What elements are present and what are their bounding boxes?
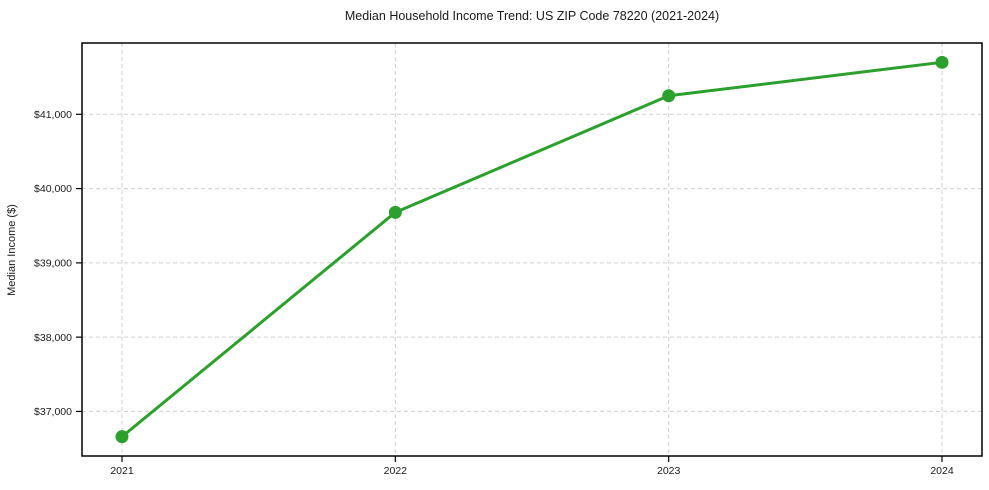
x-tick-label: 2022 [384,465,408,477]
y-tick-label: $38,000 [34,332,72,344]
y-tick-label: $39,000 [34,257,72,269]
data-point [115,430,129,444]
x-tick-label: 2021 [110,465,134,477]
y-tick-label: $40,000 [34,183,72,195]
y-tick-label: $41,000 [34,109,72,121]
tick-labels-layer: $37,000 $38,000 $39,000 $40,000 $41,000 2021 2… [34,109,954,477]
gridlines-layer [82,43,982,456]
ticks-layer [76,113,943,462]
x-tick-label: 2024 [930,465,954,477]
y-axis-label: Median Income ($) [6,204,18,296]
data-point [935,55,949,69]
plot-frame [81,42,983,457]
trend-line [120,60,944,439]
data-point [662,89,676,103]
series-layer [115,55,949,444]
x-tick-label: 2023 [657,465,681,477]
chart-title: Median Household Income Trend: US ZIP Co… [345,9,719,23]
data-point [388,205,402,219]
y-tick-label: $37,000 [34,406,72,418]
